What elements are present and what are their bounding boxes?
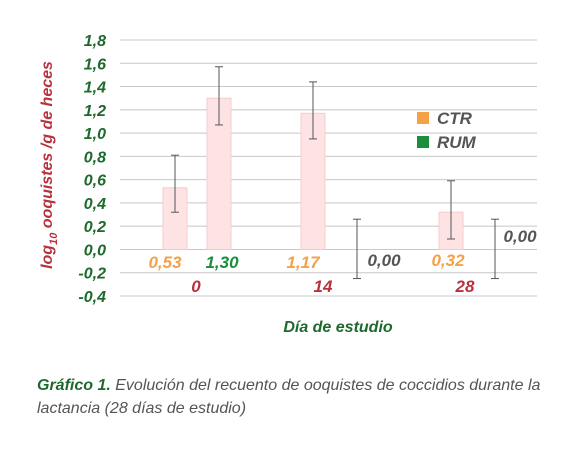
- y-tick-label: 0,4: [84, 196, 106, 213]
- data-label: 0,32: [431, 251, 465, 270]
- y-tick-label: 1,6: [84, 56, 106, 73]
- x-category-label: 14: [314, 277, 333, 296]
- y-tick-label: 0,2: [84, 219, 106, 236]
- data-label: 0,00: [503, 227, 537, 246]
- legend-label: RUM: [437, 133, 477, 152]
- figure-caption: Gráfico 1. Evolución del recuento de ooq…: [37, 374, 557, 420]
- legend-label: CTR: [437, 109, 473, 128]
- chart: 1,8 1,6 1,4 1,2 1,0 0,8 0,6 0,4 0,2 0,0 -0,2 -0,4 0…: [39, 33, 537, 336]
- data-label: 0,53: [148, 253, 182, 272]
- gridlines: [120, 39, 537, 297]
- y-tick-label: 1,0: [84, 126, 106, 143]
- data-labels: 0,53 1,17 0,32 1,30 0,00 0,00: [148, 227, 537, 272]
- data-label: 1,17: [286, 253, 321, 272]
- error-bars: [171, 66, 499, 280]
- legend-swatch: [417, 112, 429, 124]
- legend: CTR RUM: [417, 109, 477, 152]
- data-label: 1,30: [205, 253, 239, 272]
- data-label: 0,00: [367, 251, 401, 270]
- y-axis-title-main: log: [39, 245, 56, 269]
- y-tick-label: 1,8: [84, 33, 106, 50]
- x-category-label: 28: [455, 277, 475, 296]
- y-tick-label: 0,8: [84, 149, 106, 166]
- legend-swatch: [417, 136, 429, 148]
- caption-label: Gráfico 1.: [37, 377, 111, 394]
- y-tick-label: -0,2: [78, 266, 106, 283]
- y-axis-ticks: 1,8 1,6 1,4 1,2 1,0 0,8 0,6 0,4 0,2 0,0 -0,2 -0,4: [78, 33, 106, 306]
- x-axis-title: Día de estudio: [283, 319, 393, 336]
- x-category-label: 0: [191, 277, 201, 296]
- caption-text: Evolución del recuento de ooquistes de c…: [37, 377, 541, 417]
- y-axis-title: log10 ooquistes /g de heces: [39, 61, 60, 269]
- y-tick-label: 0,0: [84, 242, 106, 259]
- y-tick-label: 1,2: [84, 103, 106, 120]
- x-axis-categories: 0 14 28: [191, 277, 475, 296]
- y-tick-label: 0,6: [84, 173, 106, 190]
- y-tick-label: 1,4: [84, 80, 106, 97]
- y-tick-label: -0,4: [78, 289, 106, 306]
- y-axis-title-rest: ooquistes /g de heces: [39, 61, 56, 233]
- y-axis-title-subscript: 10: [48, 232, 60, 245]
